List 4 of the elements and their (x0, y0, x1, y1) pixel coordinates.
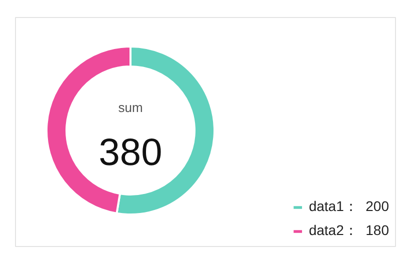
text: sum (118, 100, 143, 115)
text: 380 (98, 132, 162, 174)
legend-label: data1： 200 (308, 198, 389, 216)
legend-label: data2： 180 (308, 222, 389, 240)
